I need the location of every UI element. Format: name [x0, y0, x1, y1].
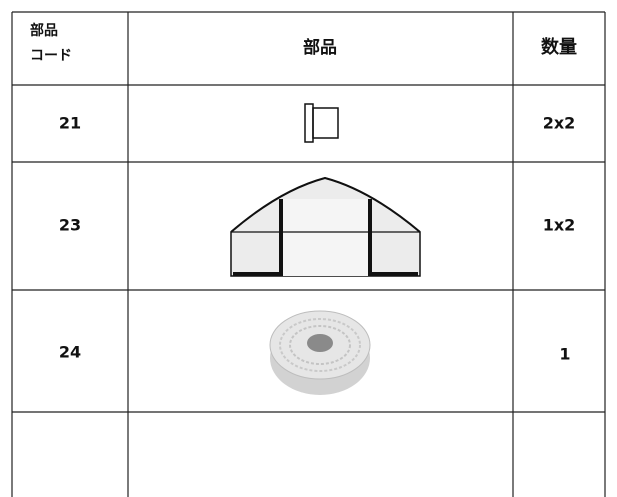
part-image-bracket — [304, 103, 339, 143]
quantity: 1 — [559, 345, 570, 364]
header-code-line: コード — [30, 48, 72, 64]
header-part: 部品 — [303, 37, 337, 58]
header-quantity: 数量 — [541, 36, 577, 58]
quantity: 1x2 — [543, 216, 576, 235]
table-grid — [11, 11, 606, 497]
header-code-line: 部品 — [30, 22, 58, 39]
part-code: 21 — [59, 114, 81, 133]
part-image-end-frame — [230, 176, 421, 277]
part-image-rope-coil — [269, 310, 371, 395]
part-code: 23 — [59, 216, 81, 235]
quantity: 2x2 — [543, 114, 576, 133]
part-code: 24 — [59, 343, 81, 362]
